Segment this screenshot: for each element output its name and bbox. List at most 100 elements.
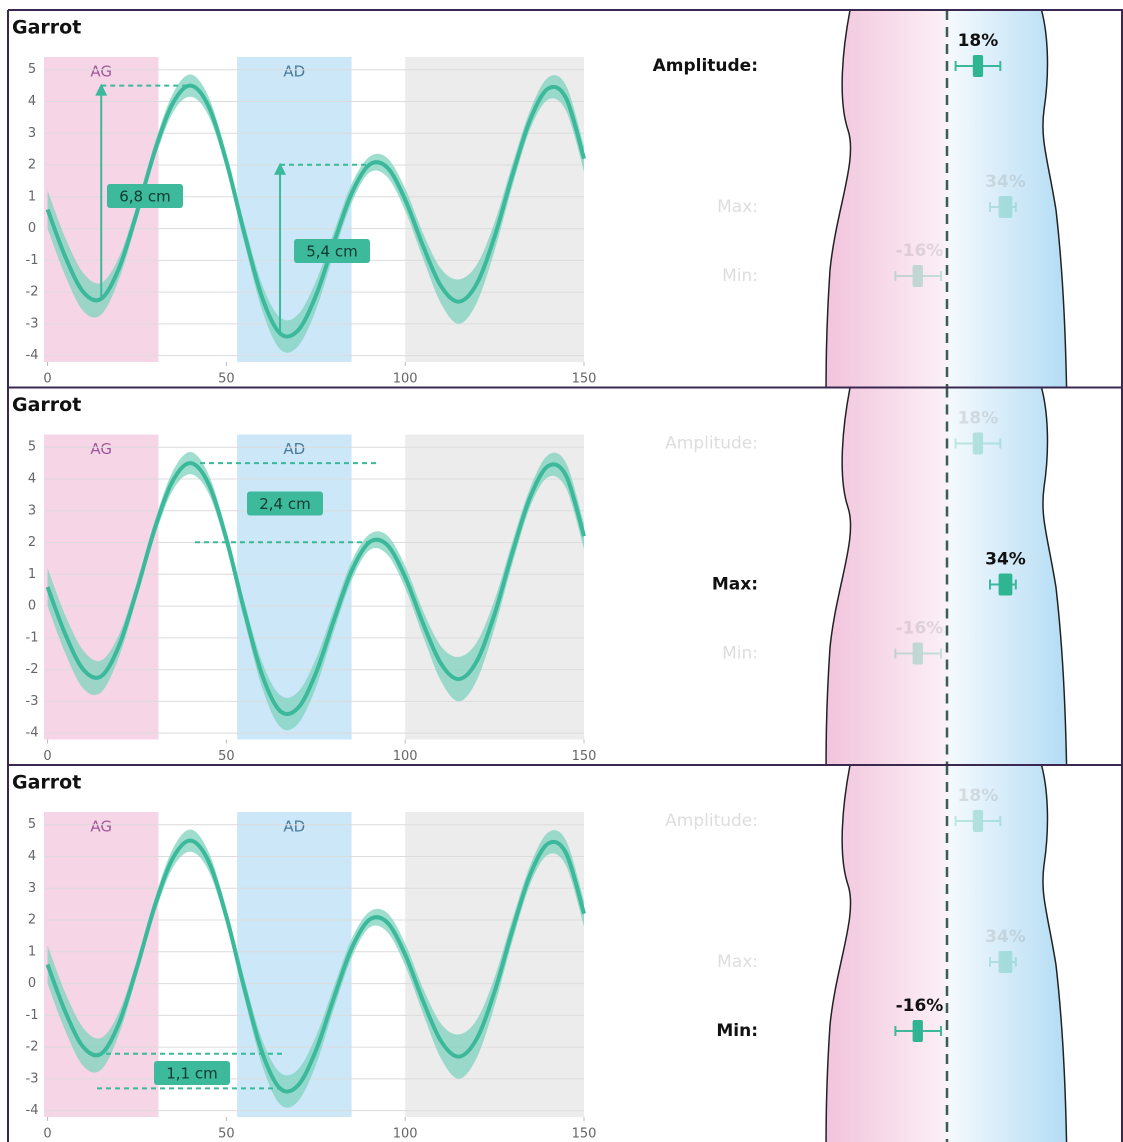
indicator: Min: -16% [722, 619, 943, 665]
region [405, 434, 584, 740]
arrow-head [95, 83, 108, 96]
x-tick-label: 100 [393, 372, 418, 387]
annotation-box [247, 491, 323, 516]
y-tick-label: 4 [28, 849, 36, 864]
line [45, 83, 586, 339]
region-label: AD [283, 440, 305, 458]
region-label: AG [90, 63, 112, 81]
box [912, 1020, 923, 1042]
y-tick-label: -3 [26, 1071, 39, 1086]
indicator-label: Amplitude: [665, 434, 758, 454]
chart-title: Garrot [12, 17, 81, 39]
value-label: 34% [985, 927, 1026, 947]
y-tick-label: -2 [26, 1040, 39, 1055]
box [998, 951, 1013, 973]
box [972, 432, 984, 455]
arrow-head [274, 162, 287, 175]
y-tick-label: 0 [28, 221, 36, 236]
y-tick-label: 5 [28, 817, 36, 832]
y-tick-label: 0 [28, 599, 36, 614]
x-tick-label: 0 [43, 749, 51, 764]
y-tick-label: -1 [26, 630, 39, 645]
region-label: AG [90, 818, 112, 836]
y-tick-label: 5 [28, 62, 36, 77]
y-tick-label: -4 [26, 726, 39, 741]
indicator: Amplitude: 18% [665, 786, 1002, 832]
value-label: 18% [958, 31, 999, 51]
confidence-band [47, 451, 584, 731]
indicator: Min: -16% [716, 996, 943, 1042]
indicator-label: Max: [717, 952, 758, 972]
region [405, 57, 584, 362]
y-tick-label: -3 [26, 316, 39, 331]
y-tick-label: -2 [26, 285, 39, 300]
y-tick-label: 1 [28, 567, 36, 582]
confidence-band [47, 829, 584, 1108]
region-label: AG [90, 440, 112, 458]
indicator: Max: 34% [717, 172, 1026, 218]
x-tick-label: 50 [218, 749, 235, 764]
annotation-box [154, 1061, 230, 1085]
value-label: -16% [896, 996, 944, 1016]
x-tick-label: 100 [393, 1127, 418, 1142]
x-tick-label: 100 [393, 749, 418, 764]
region [44, 812, 159, 1117]
box [972, 810, 984, 832]
body-diagram [825, 387, 1068, 765]
y-tick-label: -1 [26, 253, 39, 268]
y-tick-label: 1 [28, 189, 36, 204]
y-tick-label: 4 [28, 471, 36, 486]
region-label: AD [283, 63, 305, 81]
annotation-box [107, 184, 183, 208]
y-tick-label: 3 [28, 126, 36, 141]
y-tick-label: 2 [28, 158, 36, 173]
line [45, 461, 586, 717]
y-tick-label: 2 [28, 535, 36, 550]
x-tick-label: 50 [218, 1127, 235, 1142]
indicator-label: Max: [712, 575, 758, 595]
region [237, 434, 352, 740]
indicator-label: Max: [717, 197, 758, 217]
y-tick-label: -3 [26, 694, 39, 709]
annotation-label: 6,8 cm [119, 188, 170, 206]
annotation-box [294, 239, 370, 263]
region-label: AD [283, 818, 305, 836]
x-tick-label: 0 [43, 372, 51, 387]
body-diagram [825, 765, 1068, 1142]
indicator-label: Min: [722, 644, 758, 664]
indicator: Max: 34% [717, 927, 1026, 973]
chart-title: Garrot [12, 394, 81, 416]
value-label: 34% [985, 550, 1026, 570]
x-tick-label: 50 [218, 372, 235, 387]
box [912, 642, 923, 665]
indicator: Max: 34% [712, 550, 1026, 596]
y-tick-label: -4 [26, 1103, 39, 1118]
body-diagram [825, 10, 1068, 388]
y-tick-label: 4 [28, 94, 36, 109]
x-tick-label: 150 [572, 372, 597, 387]
region [405, 812, 584, 1117]
indicator: Amplitude: 18% [665, 409, 1002, 455]
y-tick-label: -4 [26, 348, 39, 363]
value-label: 18% [958, 409, 999, 429]
chart-title: Garrot [12, 772, 81, 794]
indicator: Min: -16% [722, 241, 943, 287]
confidence-band [47, 74, 584, 353]
value-label: -16% [896, 241, 944, 261]
box [998, 196, 1013, 218]
x-tick-label: 150 [572, 749, 597, 764]
y-tick-label: 1 [28, 944, 36, 959]
indicator-label: Min: [716, 1021, 758, 1041]
indicator: Amplitude: 18% [653, 31, 1002, 77]
y-tick-label: 5 [28, 440, 36, 455]
annotation-label: 1,1 cm [166, 1065, 217, 1083]
region [44, 434, 159, 740]
x-tick-label: 150 [572, 1127, 597, 1142]
value-label: 34% [985, 172, 1026, 192]
y-tick-label: 0 [28, 976, 36, 991]
y-tick-label: 2 [28, 913, 36, 928]
